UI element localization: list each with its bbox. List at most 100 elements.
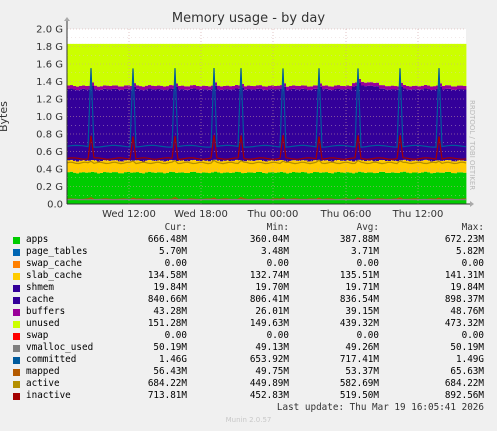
- band-apps: [175, 172, 179, 204]
- legend-value-cur: 50.19M: [153, 342, 187, 353]
- line-committed: [66, 67, 467, 148]
- legend-value-avg: 3.71M: [351, 246, 379, 257]
- stack-column: [376, 43, 380, 204]
- band-apps: [181, 172, 185, 204]
- band-apps: [94, 172, 98, 204]
- band-slab-cache: [244, 161, 248, 173]
- band-apps: [340, 172, 344, 204]
- legend-value-cur: 56.43M: [153, 366, 187, 377]
- band-buffers: [385, 86, 389, 90]
- stack-column: [352, 43, 356, 204]
- stack-column: [79, 43, 83, 204]
- band-cache: [373, 86, 377, 162]
- band-apps: [331, 173, 335, 204]
- band-unused: [106, 43, 110, 86]
- stack-column: [118, 43, 122, 204]
- band-apps: [337, 171, 341, 204]
- band-unused: [346, 43, 350, 86]
- band-buffers: [274, 85, 278, 90]
- band-slab-cache: [94, 160, 98, 173]
- band-slab-cache: [304, 160, 308, 173]
- band-buffers: [220, 86, 224, 90]
- band-apps: [316, 172, 320, 204]
- x-tick-label: Wed 12:00: [102, 209, 156, 220]
- stack-column: [313, 43, 317, 204]
- stack-column: [160, 43, 164, 204]
- band-slab-cache: [349, 160, 353, 173]
- stack-column: [325, 43, 329, 204]
- band-buffers: [187, 86, 191, 90]
- band-unused: [154, 43, 158, 87]
- band-cache: [382, 88, 386, 161]
- stack-column: [310, 43, 314, 204]
- legend-swatch: [13, 333, 20, 340]
- band-unused: [190, 43, 194, 86]
- band-cache: [169, 88, 173, 160]
- band-unused: [100, 43, 104, 87]
- band-slab-cache: [448, 160, 452, 172]
- band-unused: [376, 43, 380, 83]
- band-buffers: [145, 85, 149, 90]
- legend-value-avg: 519.50M: [339, 390, 379, 401]
- band-buffers: [427, 85, 431, 90]
- band-apps: [154, 172, 158, 204]
- band-slab-cache: [79, 160, 83, 173]
- legend-item-vmalloc-used: vmalloc_used 50.19M 49.13M 49.26M 50.19M: [0, 342, 497, 354]
- band-apps: [229, 172, 233, 204]
- band-apps: [298, 172, 302, 204]
- band-slab-cache: [397, 161, 401, 174]
- stack-column: [304, 43, 308, 204]
- legend-value-avg: 49.26M: [345, 342, 379, 353]
- band-cache: [379, 88, 383, 161]
- band-slab-cache: [70, 159, 74, 172]
- band-unused: [379, 43, 383, 86]
- band-buffers: [415, 85, 419, 90]
- band-apps: [70, 171, 74, 204]
- stack-column: [205, 43, 209, 204]
- stack-column: [262, 43, 266, 204]
- band-buffers: [169, 85, 173, 89]
- band-buffers: [400, 82, 404, 87]
- band-slab-cache: [286, 161, 290, 174]
- band-buffers: [184, 86, 188, 90]
- band-apps: [163, 173, 167, 204]
- band-unused: [334, 43, 338, 86]
- legend-label: unused: [26, 318, 60, 329]
- band-buffers: [301, 85, 305, 89]
- band-slab-cache: [247, 160, 251, 173]
- stack-column: [184, 43, 188, 204]
- band-buffers: [151, 85, 155, 90]
- band-slab-cache: [148, 159, 152, 172]
- band-apps: [451, 173, 455, 204]
- band-apps: [289, 172, 293, 204]
- band-slab-cache: [322, 160, 326, 173]
- band-buffers: [112, 85, 116, 89]
- band-slab-cache: [259, 160, 263, 172]
- legend-swatch: [13, 357, 20, 364]
- band-unused: [310, 43, 314, 87]
- band-cache: [187, 89, 191, 162]
- band-cache: [163, 90, 167, 162]
- band-buffers: [181, 85, 185, 90]
- legend-value-min: 449.89M: [249, 378, 289, 389]
- legend-swatch: [13, 309, 20, 316]
- band-cache: [310, 89, 314, 162]
- band-cache: [376, 86, 380, 162]
- band-cache: [367, 85, 371, 161]
- band-slab-cache: [415, 160, 419, 173]
- band-slab-cache: [382, 160, 386, 172]
- band-apps: [115, 172, 119, 204]
- band-cache: [157, 89, 161, 161]
- band-cache: [232, 89, 236, 161]
- legend-item-active: active 684.22M 449.89M 582.69M 684.22M: [0, 378, 497, 390]
- legend-value-cur: 19.84M: [153, 282, 187, 293]
- band-slab-cache: [127, 160, 131, 172]
- band-unused: [364, 43, 368, 83]
- band-buffers: [463, 86, 467, 90]
- band-unused: [133, 43, 137, 84]
- stack-column: [367, 43, 371, 204]
- band-slab-cache: [451, 161, 455, 174]
- band-buffers: [394, 86, 398, 90]
- band-buffers: [412, 85, 416, 90]
- stack-column: [379, 43, 383, 204]
